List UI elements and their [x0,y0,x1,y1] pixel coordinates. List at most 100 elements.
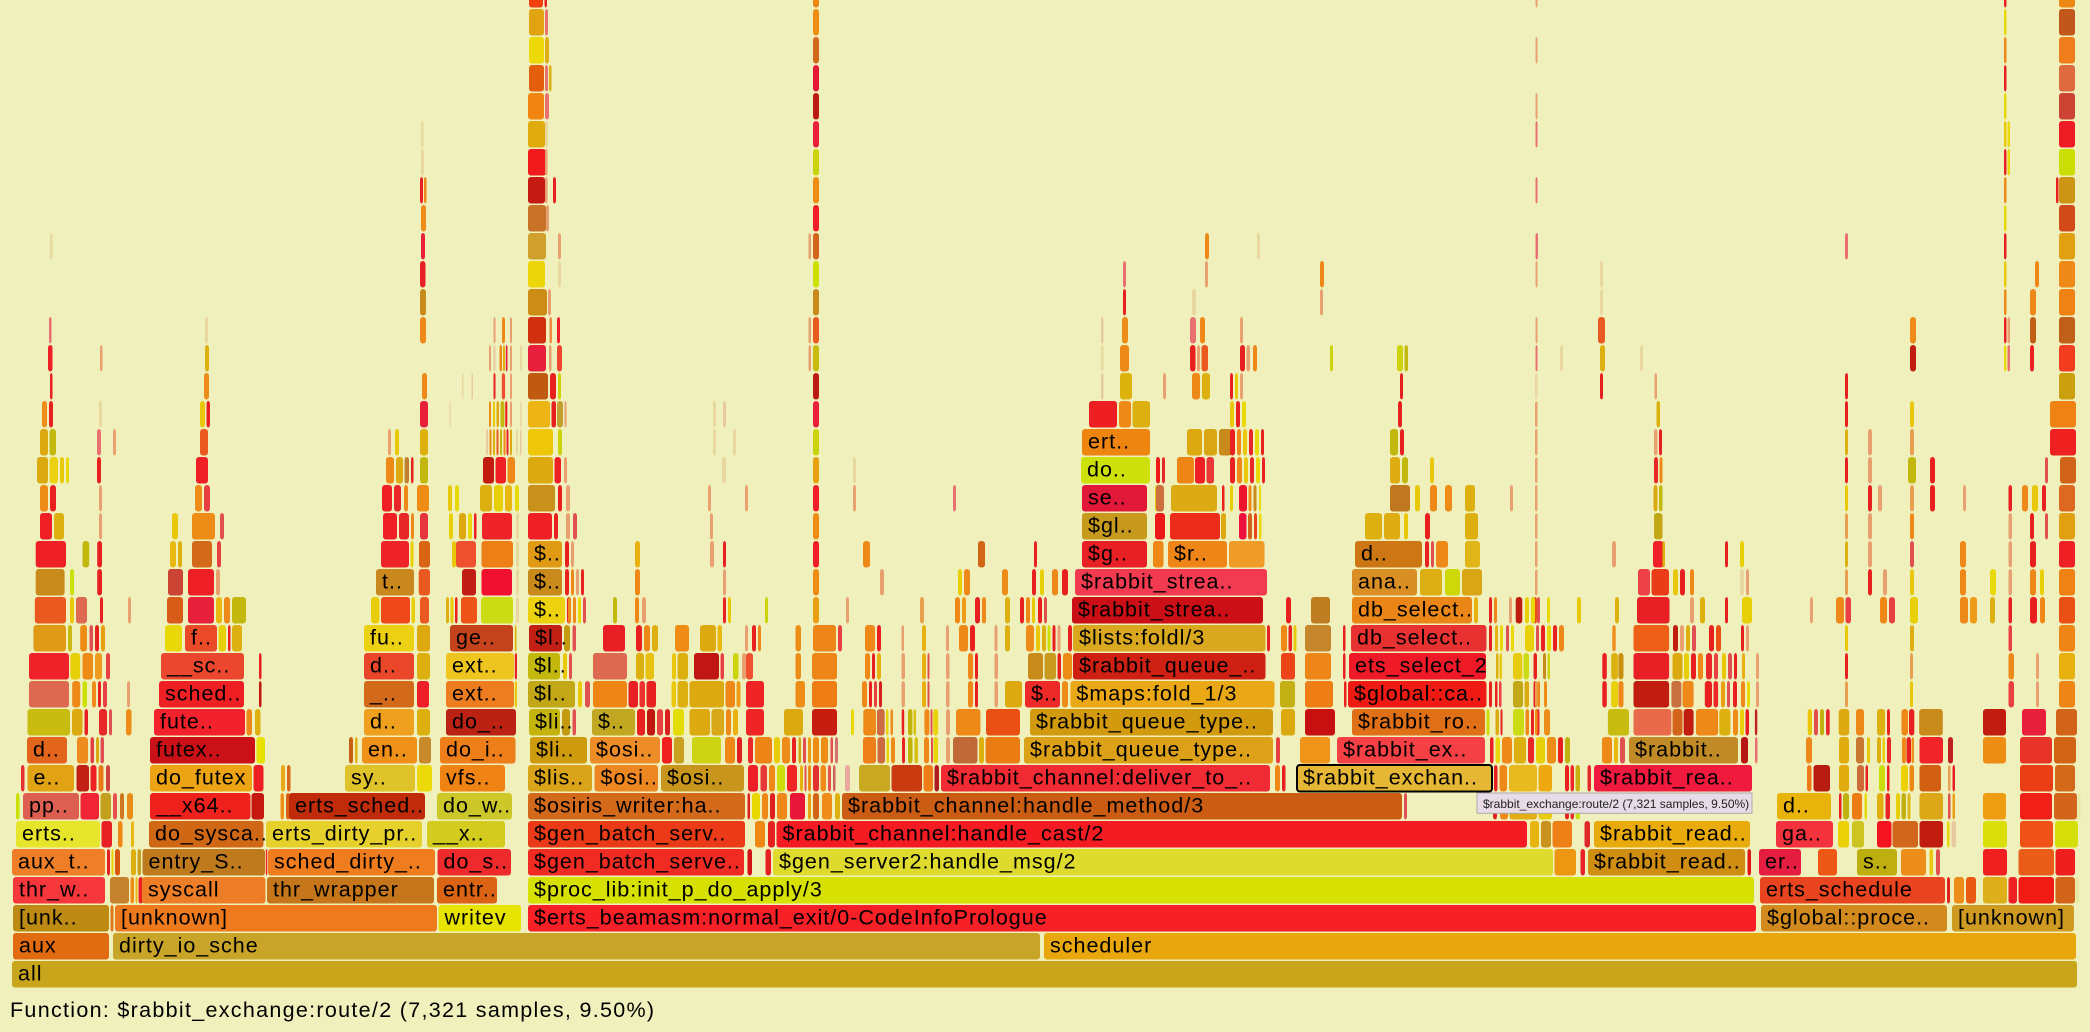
svg-text:dirty_io_sche: dirty_io_sche [119,934,259,958]
svg-text:do_futex: do_futex [156,766,246,790]
svg-text:$rabbit_rea..: $rabbit_rea.. [1600,766,1734,790]
svg-text:syscall: syscall [148,878,220,902]
svg-text:$rabbit_exchan..: $rabbit_exchan.. [1303,766,1478,790]
svg-text:$rabbit_strea..: $rabbit_strea.. [1081,570,1233,594]
svg-text:[unknown]: [unknown] [121,906,228,930]
svg-text:$..: $.. [1031,682,1058,706]
svg-text:$gen_batch_serve..: $gen_batch_serve.. [534,850,741,874]
svg-text:d..: d.. [370,710,397,734]
svg-text:entr..: entr.. [443,878,497,902]
svg-text:__x64..: __x64.. [155,794,234,818]
svg-text:$li..: $li.. [535,710,573,734]
svg-text:$rabbit_channel:deliver_to_..: $rabbit_channel:deliver_to_.. [947,766,1252,790]
svg-text:do_..: do_.. [452,710,505,734]
svg-text:thr_w..: thr_w.. [19,878,89,902]
svg-text:d..: d.. [1783,794,1810,818]
svg-text:$..: $.. [598,710,625,734]
svg-text:do_w..: do_w.. [443,794,511,818]
svg-text:$lists:foldl/3: $lists:foldl/3 [1079,626,1205,650]
svg-text:do_s..: do_s.. [444,850,509,874]
svg-text:Function: $rabbit_exchange:rou: Function: $rabbit_exchange:route/2 (7,32… [10,998,655,1022]
svg-text:s..: s.. [1863,850,1889,874]
svg-text:$..: $.. [534,570,561,594]
svg-text:$l..: $l.. [535,626,568,650]
svg-text:$osiris_writer:ha..: $osiris_writer:ha.. [534,794,721,818]
svg-text:$global::proce..: $global::proce.. [1767,906,1930,930]
svg-text:scheduler: scheduler [1050,934,1152,958]
svg-text:sched..: sched.. [165,682,241,706]
svg-text:pp..: pp.. [29,794,69,818]
svg-text:d..: d.. [370,654,397,678]
svg-text:db_select..: db_select.. [1358,598,1473,622]
svg-text:aux_t..: aux_t.. [18,850,90,874]
svg-text:erts_schedule: erts_schedule [1766,878,1913,902]
svg-text:ext..: ext.. [452,654,498,678]
svg-text:__x..: __x.. [432,822,485,846]
svg-text:$rabbit_channel:handle_cast/2: $rabbit_channel:handle_cast/2 [783,822,1105,846]
svg-text:$li..: $li.. [536,738,574,762]
svg-text:en..: en.. [368,738,408,762]
svg-text:$rabbit_ro..: $rabbit_ro.. [1358,710,1479,734]
svg-text:writev: writev [444,906,507,930]
svg-text:$gl..: $gl.. [1088,514,1134,538]
svg-text:$erts_beamasm:normal_exit/0-Co: $erts_beamasm:normal_exit/0-CodeInfoProl… [534,906,1048,930]
svg-text:ert..: ert.. [1088,430,1130,454]
svg-text:d..: d.. [1361,542,1388,566]
svg-text:sched_dirty_..: sched_dirty_.. [274,850,422,874]
svg-text:entry_S..: entry_S.. [149,850,244,874]
svg-text:do_i..: do_i.. [446,738,505,762]
svg-text:ga..: ga.. [1782,822,1822,846]
svg-text:sy..: sy.. [351,766,387,790]
svg-text:$proc_lib:init_p_do_apply/3: $proc_lib:init_p_do_apply/3 [534,878,823,902]
svg-text:$rabbit_read..: $rabbit_read.. [1600,822,1747,846]
svg-text:$..: $.. [534,542,561,566]
svg-text:e..: e.. [34,766,61,790]
svg-text:$rabbit_queue_type..: $rabbit_queue_type.. [1030,738,1252,762]
svg-text:fute..: fute.. [160,710,214,734]
svg-text:$gen_server2:handle_msg/2: $gen_server2:handle_msg/2 [779,850,1077,874]
svg-text:ana..: ana.. [1358,570,1411,594]
svg-text:ets_select_2: ets_select_2 [1355,654,1488,678]
svg-text:$gen_batch_serv..: $gen_batch_serv.. [534,822,726,846]
svg-text:__sc..: __sc.. [166,654,230,678]
svg-text:ext..: ext.. [452,682,498,706]
svg-text:$rabbit_queue_type..: $rabbit_queue_type.. [1036,710,1258,734]
svg-text:t..: t.. [382,570,403,594]
svg-text:$rabbit_channel:handle_method/: $rabbit_channel:handle_method/3 [848,794,1204,818]
svg-text:$osi..: $osi.. [667,766,724,790]
svg-text:erts..: erts.. [22,822,76,846]
svg-text:$l..: $l.. [534,682,567,706]
svg-text:er..: er.. [1765,850,1799,874]
svg-text:$global::ca..: $global::ca.. [1354,682,1483,706]
svg-text:futex..: futex.. [156,738,222,762]
svg-text:do..: do.. [1087,458,1127,482]
svg-text:$..: $.. [534,598,561,622]
svg-text:$l..: $l.. [534,654,567,678]
svg-text:db_select..: db_select.. [1357,626,1472,650]
svg-text:fu..: fu.. [370,626,404,650]
svg-text:all: all [18,962,43,986]
svg-text:$r..: $r.. [1174,542,1208,566]
svg-text:ge..: ge.. [456,626,496,650]
svg-text:vfs..: vfs.. [446,766,490,790]
svg-text:do_sysca..: do_sysca.. [155,822,268,846]
svg-text:erts_sched..: erts_sched.. [295,794,424,818]
svg-text:erts_dirty_pr..: erts_dirty_pr.. [272,822,417,846]
svg-text:$rabbit_queue_..: $rabbit_queue_.. [1079,654,1256,678]
svg-text:$rabbit_strea..: $rabbit_strea.. [1078,598,1230,622]
svg-text:$lis..: $lis.. [534,766,584,790]
svg-text:se..: se.. [1088,486,1127,510]
svg-text:$rabbit..: $rabbit.. [1635,738,1722,762]
svg-text:$g..: $g.. [1088,542,1128,566]
svg-text:$rabbit_read..: $rabbit_read.. [1594,850,1741,874]
svg-text:thr_wrapper: thr_wrapper [273,878,399,902]
svg-text:aux: aux [19,934,57,958]
svg-text:$osi..: $osi.. [601,766,658,790]
svg-text:[unk..: [unk.. [19,906,78,930]
svg-text:$rabbit_ex..: $rabbit_ex.. [1343,738,1467,762]
svg-text:d..: d.. [33,738,60,762]
svg-text:$maps:fold_1/3: $maps:fold_1/3 [1076,682,1237,706]
svg-text:$rabbit_exchange:route/2 (7,32: $rabbit_exchange:route/2 (7,321 samples,… [1483,797,1749,811]
svg-text:[unknown]: [unknown] [1958,906,2065,930]
svg-text:f..: f.. [191,626,212,650]
